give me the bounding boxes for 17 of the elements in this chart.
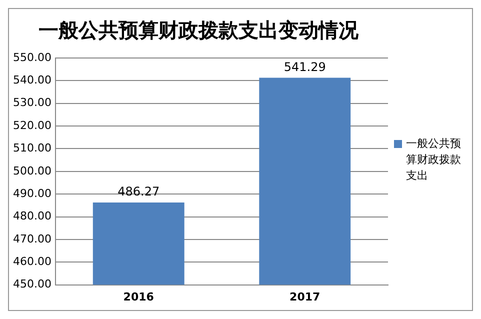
legend-label: 一般公共预算财政拨款支出: [406, 136, 462, 184]
y-tick-label: 520.00: [12, 118, 52, 132]
y-tick-label: 450.00: [12, 277, 52, 290]
chart-title: 一般公共预算财政拨款支出变动情况: [38, 18, 360, 42]
y-tick-label: 490.00: [12, 186, 52, 200]
y-tick-label: 530.00: [12, 96, 52, 109]
x-tick-label: 2016: [123, 290, 154, 303]
y-tick-label: 470.00: [12, 232, 52, 245]
data-label: 486.27: [118, 184, 160, 198]
y-tick-label: 550.00: [12, 50, 52, 64]
data-label: 541.29: [284, 59, 326, 74]
y-tick-label: 500.00: [12, 164, 52, 177]
y-tick-label: 540.00: [12, 73, 52, 86]
x-tick-label: 2017: [290, 290, 320, 303]
y-tick-label: 460.00: [12, 254, 52, 268]
y-tick-label: 510.00: [12, 141, 52, 154]
y-tick-label: 480.00: [12, 209, 52, 222]
